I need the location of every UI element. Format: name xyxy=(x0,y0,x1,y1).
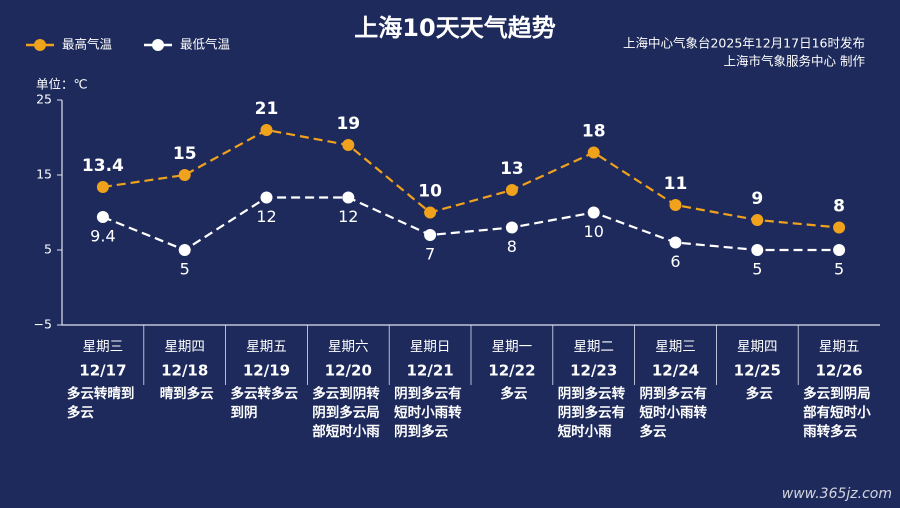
y-tick-label: 25 xyxy=(36,92,52,107)
point xyxy=(669,236,682,249)
weather-description: 多云 xyxy=(500,386,528,402)
x-tick-label: 12/24 xyxy=(652,362,699,380)
weather-description: 多云 xyxy=(745,386,773,402)
x-tick-label: 12/19 xyxy=(243,362,290,380)
point xyxy=(342,191,355,204)
value-label: 13 xyxy=(500,159,524,179)
value-label: 7 xyxy=(425,245,435,264)
x-tick-label: 12/21 xyxy=(406,362,453,380)
weekday-label: 星期五 xyxy=(819,339,860,355)
value-label: 12 xyxy=(256,207,276,226)
x-tick-label: 12/22 xyxy=(488,362,535,380)
point xyxy=(669,199,682,211)
point xyxy=(342,139,355,151)
series-line xyxy=(102,128,840,229)
weekday-label: 星期二 xyxy=(573,339,614,355)
series-line xyxy=(102,196,840,252)
x-tick-label: 12/25 xyxy=(734,362,781,380)
point xyxy=(833,244,846,256)
value-label: 8 xyxy=(507,237,517,256)
weather-description: 阴到多云有短时小雨转多云 xyxy=(639,386,708,440)
source: 上海中心气象台2025年12月17日16时发布 xyxy=(623,36,865,51)
chart-title: 上海10天天气趋势 xyxy=(354,14,555,42)
value-label: 9 xyxy=(751,189,763,209)
value-label: 21 xyxy=(255,99,279,119)
weather-description: 多云到阴局部有短时小雨转多云 xyxy=(803,386,871,440)
point xyxy=(424,229,437,241)
value-label: 18 xyxy=(582,122,606,142)
x-tick-label: 12/17 xyxy=(79,362,126,380)
value-label: 9.4 xyxy=(90,227,115,246)
weather-description: 晴到多云 xyxy=(159,386,214,402)
weather-description: 阴到多云有短时小雨转阴到多云 xyxy=(394,386,462,440)
legend-label: 最低气温 xyxy=(180,37,231,52)
value-label: 12 xyxy=(338,207,358,226)
value-label: 5 xyxy=(180,260,190,279)
point xyxy=(260,191,273,204)
point xyxy=(587,146,600,159)
weather-description: 多云转晴到多云 xyxy=(66,386,135,421)
weekday-label: 星期三 xyxy=(655,339,696,355)
legend-marker xyxy=(152,39,164,51)
value-label: 13.4 xyxy=(82,156,124,176)
weekday-label: 星期三 xyxy=(83,339,124,355)
weekday-label: 星期四 xyxy=(737,339,778,355)
point xyxy=(751,244,764,256)
value-label: 10 xyxy=(418,182,442,202)
x-tick-label: 12/23 xyxy=(570,362,617,380)
y-tick-label: −5 xyxy=(34,317,52,332)
point xyxy=(505,184,518,196)
point xyxy=(505,221,518,234)
value-label: 15 xyxy=(173,144,197,164)
point xyxy=(96,211,109,223)
weekday-label: 星期六 xyxy=(328,339,369,355)
legend-marker xyxy=(34,39,46,51)
y-tick-label: 15 xyxy=(36,167,52,182)
source: 上海市气象服务中心 制作 xyxy=(724,54,866,69)
x-tick-label: 12/18 xyxy=(161,362,208,380)
weekday-label: 星期一 xyxy=(492,339,533,355)
point xyxy=(260,124,273,136)
point xyxy=(587,206,600,219)
weekday-label: 星期五 xyxy=(246,339,287,355)
weather-description: 阴到多云转阴到多云有短时小雨 xyxy=(557,386,626,440)
point xyxy=(178,169,191,181)
value-label: 10 xyxy=(584,222,604,241)
unit-label: 单位：℃ xyxy=(36,77,88,92)
value-label: 5 xyxy=(834,260,844,279)
watermark: www.365jz.com xyxy=(782,486,892,502)
point xyxy=(833,221,846,234)
weather-description: 多云到阴转阴到多云局部短时小雨 xyxy=(312,386,380,440)
x-tick-label: 12/20 xyxy=(325,362,372,380)
y-tick-label: 5 xyxy=(44,242,52,257)
x-tick-label: 12/26 xyxy=(815,362,862,380)
value-label: 11 xyxy=(664,174,688,194)
value-label: 6 xyxy=(670,252,680,271)
legend-label: 最高气温 xyxy=(62,37,113,52)
weekday-label: 星期四 xyxy=(164,339,205,355)
weekday-label: 星期日 xyxy=(410,339,451,355)
point xyxy=(751,214,764,226)
value-label: 8 xyxy=(833,197,845,217)
value-label: 19 xyxy=(336,114,360,134)
weather-description: 多云转多云到阴 xyxy=(230,386,299,421)
point xyxy=(178,244,191,256)
point xyxy=(96,181,109,193)
value-label: 5 xyxy=(752,260,762,279)
point xyxy=(424,206,437,219)
